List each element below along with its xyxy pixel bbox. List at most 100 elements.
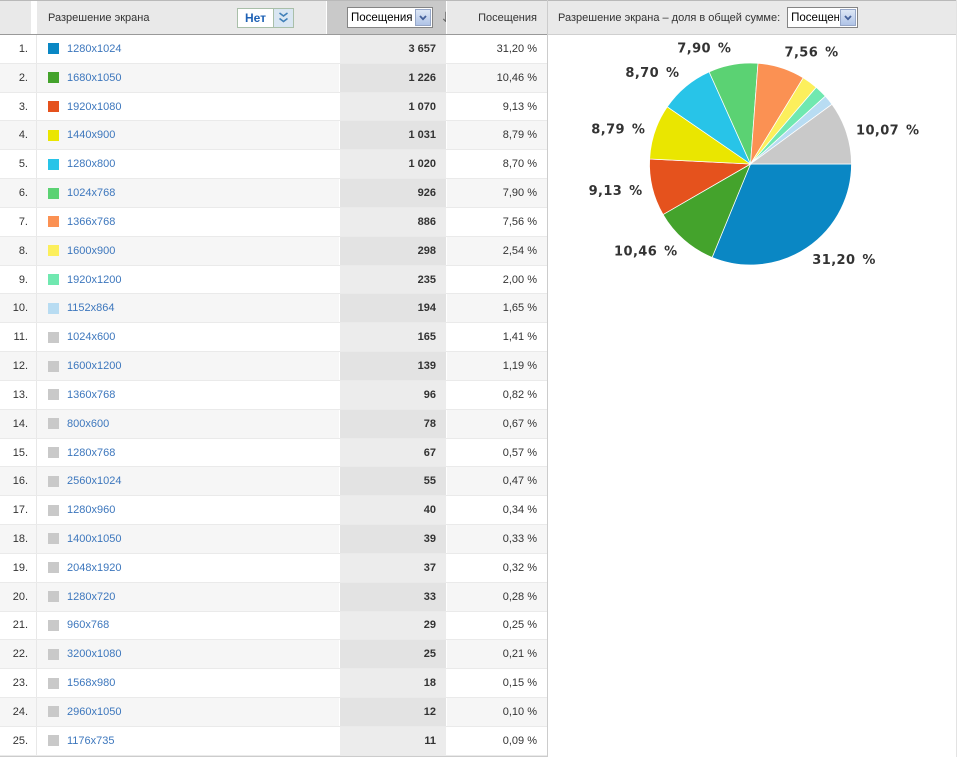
resolution-link[interactable]: 800x600: [67, 417, 110, 430]
table-row: 6. 1024x768 926 7,90 %: [0, 179, 547, 208]
row-resolution-cell: 2048x1920: [37, 554, 339, 582]
row-rank: 7.: [0, 207, 37, 236]
resolution-link[interactable]: 1024x768: [67, 187, 116, 200]
header-separator: [31, 1, 37, 34]
sort-direction-arrow[interactable]: ↓: [440, 10, 452, 26]
legend-color-swatch: [48, 389, 59, 401]
row-percent: 8,79 %: [446, 121, 547, 150]
resolution-link[interactable]: 1440x900: [67, 129, 116, 142]
row-visits: 139: [339, 352, 446, 380]
resolution-link[interactable]: 2960x1050: [67, 705, 122, 718]
resolution-table-panel: Разрешение экрана Нет Посещения ↓ Посеще…: [0, 0, 548, 757]
double-chevron-down-icon: [273, 8, 293, 27]
row-percent: 0,21 %: [446, 640, 547, 669]
resolution-link[interactable]: 1280x768: [67, 446, 116, 459]
row-visits: 25: [339, 640, 446, 669]
legend-color-swatch: [48, 735, 59, 747]
resolution-link[interactable]: 1600x900: [67, 244, 116, 257]
pie-slice-label: 7,90 %: [677, 42, 731, 57]
pie-slice-1280x1024[interactable]: [711, 163, 852, 266]
legend-color-swatch: [48, 129, 59, 141]
row-rank: 23.: [0, 669, 37, 698]
table-row: 19. 2048x1920 37 0,32 %: [0, 553, 547, 583]
row-resolution-cell: 1600x1200: [37, 352, 339, 380]
metric-select-value: Посещения: [351, 11, 413, 24]
table-row: 12. 1600x1200 139 1,19 %: [0, 352, 547, 381]
legend-color-swatch: [48, 706, 59, 718]
pie-slice-label: 8,79 %: [591, 123, 645, 138]
resolution-link[interactable]: 1568x980: [67, 677, 116, 690]
visits-column-header: Посещения: [446, 1, 547, 34]
chart-metric-select[interactable]: Посещения: [787, 7, 859, 28]
resolution-link[interactable]: 3200x1080: [67, 648, 122, 661]
pie-slice-other[interactable]: [749, 103, 852, 165]
pie-slice-label: 7,56 %: [785, 45, 839, 60]
resolution-link[interactable]: 1360x768: [67, 388, 116, 401]
row-percent: 1,41 %: [446, 323, 547, 352]
secondary-dimension-dropdown[interactable]: Нет: [236, 7, 294, 28]
table-row: 7. 1366x768 886 7,56 %: [0, 207, 547, 237]
resolution-link[interactable]: 1600x1200: [67, 360, 122, 373]
resolution-link[interactable]: 1152x864: [67, 302, 115, 315]
legend-color-swatch: [48, 43, 59, 55]
row-resolution-cell: 1280x800: [37, 150, 339, 178]
row-visits: 11: [339, 726, 446, 755]
resolution-link[interactable]: 1280x800: [67, 158, 116, 171]
row-rank: 3.: [0, 92, 37, 121]
resolution-link[interactable]: 1280x960: [67, 504, 116, 517]
row-rank: 14.: [0, 409, 37, 438]
resolution-link[interactable]: 1920x1080: [67, 100, 122, 113]
resolution-link[interactable]: 2560x1024: [67, 475, 122, 488]
row-percent: 9,13 %: [446, 92, 547, 121]
resolution-link[interactable]: 1400x1050: [67, 532, 122, 545]
dimension-header-label: Разрешение экрана: [48, 11, 150, 24]
resolution-link[interactable]: 1366x768: [67, 215, 116, 228]
row-visits: 39: [339, 525, 446, 553]
chart-metric-select-value: Посещения: [791, 11, 840, 24]
row-rank: 21.: [0, 611, 37, 640]
row-rank: 4.: [0, 121, 37, 150]
metric-select[interactable]: Посещения: [347, 7, 433, 28]
legend-color-swatch: [48, 533, 59, 545]
table-row: 3. 1920x1080 1 070 9,13 %: [0, 92, 547, 122]
row-visits: 298: [339, 236, 446, 265]
resolution-link[interactable]: 1176x735: [67, 734, 115, 747]
row-rank: 1.: [0, 35, 37, 63]
row-visits: 3 657: [339, 35, 446, 63]
resolution-link[interactable]: 1680x1050: [67, 71, 122, 84]
row-percent: 8,70 %: [446, 150, 547, 179]
resolution-link[interactable]: 1024x600: [67, 331, 116, 344]
row-visits: 926: [339, 179, 446, 207]
row-resolution-cell: 1280x960: [37, 496, 339, 524]
row-rank: 24.: [0, 698, 37, 726]
row-resolution-cell: 1440x900: [37, 121, 339, 149]
row-visits: 18: [339, 669, 446, 698]
legend-color-swatch: [48, 648, 59, 660]
resolution-link[interactable]: 960x768: [67, 619, 110, 632]
row-visits: 33: [339, 582, 446, 611]
row-resolution-cell: 1920x1080: [37, 93, 339, 121]
table-row: 15. 1280x768 67 0,57 %: [0, 438, 547, 468]
table-body: 1. 1280x1024 3 657 31,20 % 2. 1680x1050 1 226 1…: [0, 35, 547, 757]
table-row: 24. 2960x1050 12 0,10 %: [0, 698, 547, 727]
select-arrow-icon: [840, 9, 857, 26]
row-visits: 235: [339, 265, 446, 294]
resolution-link[interactable]: 1920x1200: [67, 273, 122, 286]
row-percent: 0,33 %: [446, 525, 547, 553]
legend-color-swatch: [48, 302, 59, 314]
table-row: 25. 1176x735 11 0,09 %: [0, 726, 547, 756]
table-row: 17. 1280x960 40 0,34 %: [0, 496, 547, 526]
resolution-link[interactable]: 1280x1024: [67, 42, 122, 55]
legend-color-swatch: [48, 677, 59, 689]
resolution-link[interactable]: 2048x1920: [67, 561, 122, 574]
row-visits: 1 031: [339, 121, 446, 150]
chart-header: Разрешение экрана – доля в общей сумме: …: [548, 0, 956, 35]
resolution-link[interactable]: 1280x720: [67, 590, 116, 603]
row-resolution-cell: 1024x600: [37, 323, 339, 351]
row-resolution-cell: 1280x768: [37, 439, 339, 467]
row-rank: 17.: [0, 496, 37, 525]
row-visits: 29: [339, 611, 446, 640]
row-percent: 0,82 %: [446, 380, 547, 409]
row-resolution-cell: 3200x1080: [37, 640, 339, 668]
row-resolution-cell: 1280x720: [37, 583, 339, 611]
